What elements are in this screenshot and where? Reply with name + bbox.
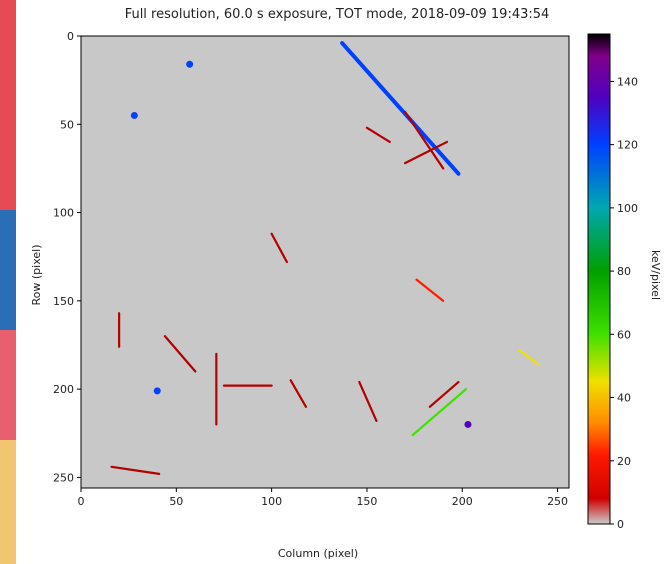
track-2 [365, 126, 391, 144]
y-tick-label-200: 200 [53, 383, 74, 396]
colorbar-label: keV/pixel [649, 250, 662, 300]
x-tick-label-150: 150 [356, 495, 377, 508]
plot-area [80, 35, 570, 489]
colorbar-tick-label-40: 40 [617, 392, 631, 405]
track-5 [428, 380, 460, 408]
colorbar: 0 20 40 60 80 100 120 140 [587, 33, 638, 531]
track-1 [403, 110, 445, 170]
colorbar-tick-label-100: 100 [617, 202, 638, 215]
track-3 [403, 140, 449, 165]
y-tick-label-250: 250 [53, 471, 74, 484]
track-12 [358, 380, 378, 423]
x-tick-label-200: 200 [452, 495, 473, 508]
chart-title: Full resolution, 60.0 s exposure, TOT mo… [125, 7, 550, 22]
hotspot-0 [464, 420, 472, 428]
colorbar-tick-label-20: 20 [617, 455, 631, 468]
y-axis-label: Row (pixel) [30, 245, 43, 306]
hotspot-2 [130, 111, 138, 119]
x-tick-label-0: 0 [78, 495, 85, 508]
track-13 [518, 349, 540, 366]
hotspot-3 [186, 60, 194, 68]
colorbar-tick-label-60: 60 [617, 328, 631, 341]
plot-frame [80, 35, 570, 489]
track-15 [270, 232, 288, 264]
track-6 [110, 465, 161, 475]
y-tick-label-50: 50 [60, 118, 74, 131]
colorbar-gradient [587, 33, 611, 525]
track-9 [163, 335, 197, 373]
x-tick-label-50: 50 [169, 495, 183, 508]
y-tick-label-0: 0 [67, 30, 74, 43]
y-tick-label-100: 100 [53, 207, 74, 220]
left-edge-decoration-red [0, 0, 16, 210]
x-tick-label-250: 250 [547, 495, 568, 508]
x-axis-label: Column (pixel) [278, 547, 358, 560]
colorbar-tick-label-140: 140 [617, 75, 638, 88]
y-tick-label-150: 150 [53, 295, 74, 308]
x-tick-label-100: 100 [261, 495, 282, 508]
track-4 [411, 388, 468, 437]
track-11 [289, 379, 308, 408]
left-edge-decoration-blue [0, 210, 16, 330]
plot-background [81, 36, 569, 488]
colorbar-tick-label-0: 0 [617, 518, 624, 531]
colorbar-tick-label-80: 80 [617, 265, 631, 278]
track-0 [340, 41, 461, 176]
hotspot-1 [153, 387, 161, 395]
axes: 0 50 100 150 200 250 0 50 100 150 200 250 [53, 30, 568, 508]
track-14 [415, 278, 445, 302]
colorbar-tick-label-120: 120 [617, 139, 638, 152]
left-edge-decoration-yellow [0, 440, 16, 564]
left-edge-decoration-pink [0, 330, 16, 440]
